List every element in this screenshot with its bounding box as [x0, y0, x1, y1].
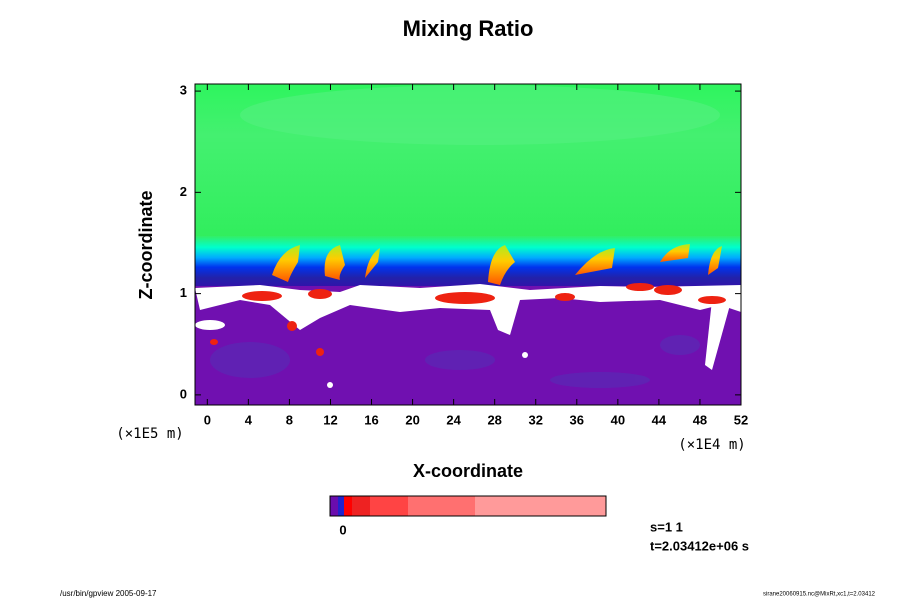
x-tick-label: 12	[323, 412, 337, 427]
x-tick-label: 36	[570, 412, 584, 427]
field	[195, 84, 741, 405]
x-axis-label: X-coordinate	[413, 461, 523, 481]
x-tick-label: 28	[487, 412, 501, 427]
y-axis-label: Z-coordinate	[136, 190, 156, 299]
colorbar-segment	[352, 496, 370, 516]
colorbar-segment	[330, 496, 338, 516]
x-tick-label: 52	[734, 412, 748, 427]
footer: /usr/bin/gpview 2005-09-17	[60, 589, 157, 598]
x-tick-label: 48	[693, 412, 707, 427]
y-tick-label: 0	[180, 386, 187, 401]
x-tick-label: 20	[405, 412, 419, 427]
footer: sirane20060915.nc@MixRt,xc1,t=2.03412	[763, 592, 876, 598]
y-tick-label: 2	[180, 184, 187, 199]
annotation: s=1 1	[650, 519, 683, 534]
y-unit: (×1E5 m)	[116, 426, 183, 442]
x-tick-label: 8	[286, 412, 293, 427]
plot-frame	[194, 83, 742, 406]
annotation: t=2.03412e+06 s	[650, 538, 749, 553]
colorbar-segment	[370, 496, 408, 516]
x-tick-label: 24	[446, 412, 461, 427]
y-tick-label: 3	[180, 83, 187, 98]
x-tick-label: 40	[611, 412, 625, 427]
colorbar-segment	[475, 496, 606, 516]
x-tick-label: 4	[245, 412, 253, 427]
colorbar	[330, 496, 606, 516]
x-tick-label: 0	[204, 412, 211, 427]
colorbar-tick-label: 0	[339, 522, 346, 537]
colorbar-frame	[329, 495, 607, 517]
chart-title: Mixing Ratio	[403, 16, 534, 41]
x-tick-label: 16	[364, 412, 378, 427]
colorbar-segment	[338, 496, 344, 516]
colorbar-segment	[408, 496, 475, 516]
x-tick-label: 32	[529, 412, 543, 427]
y-tick-label: 1	[180, 285, 187, 300]
x-tick-label: 44	[652, 412, 667, 427]
colorbar-segment	[344, 496, 352, 516]
x-unit: (×1E4 m)	[678, 437, 745, 453]
